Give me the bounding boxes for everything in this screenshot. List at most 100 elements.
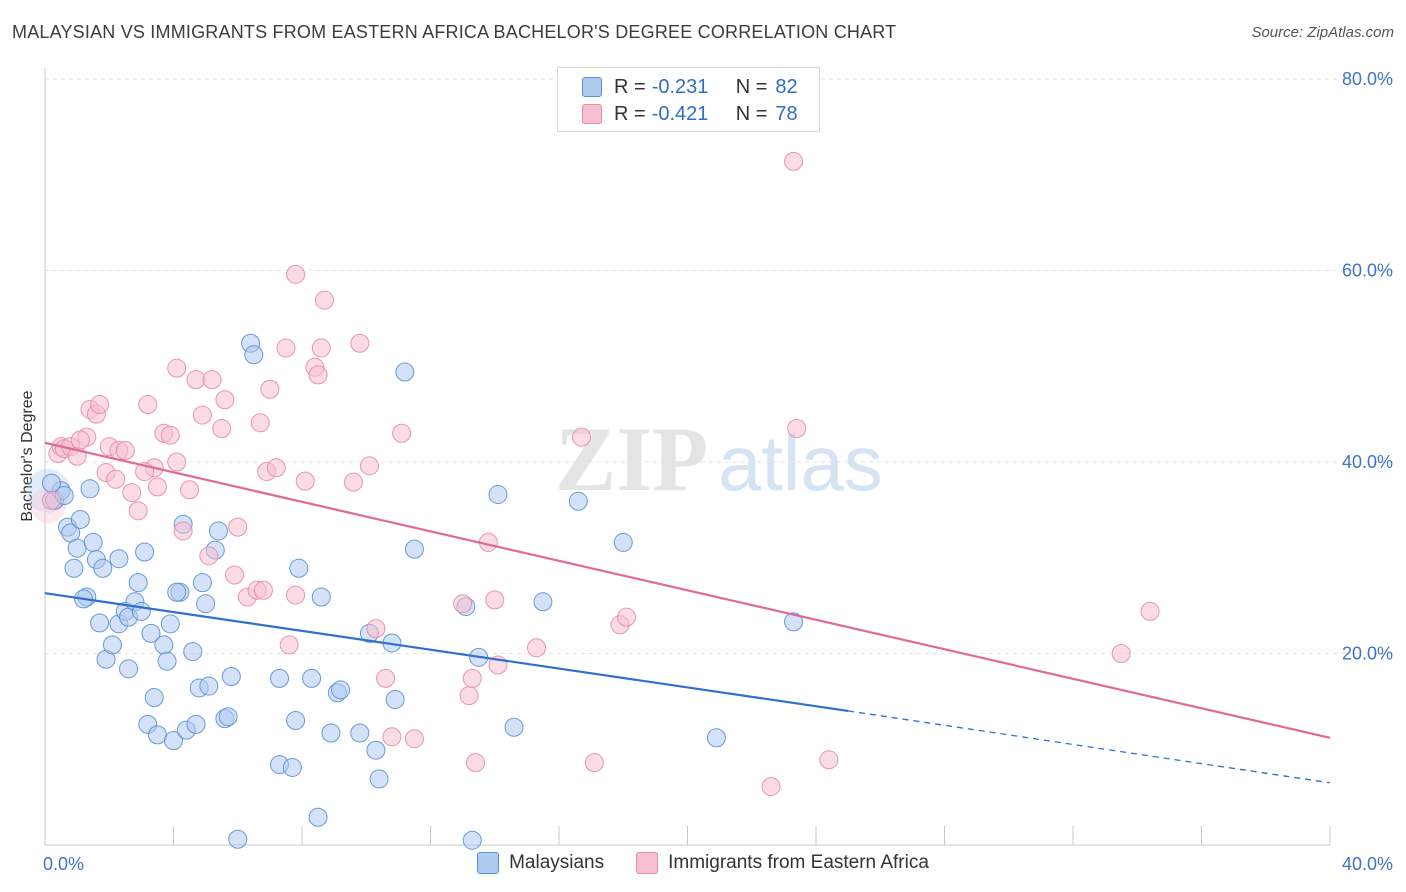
point-eastern-africa: [1140, 601, 1160, 621]
series-name-malaysians: Malaysians: [509, 852, 605, 873]
point-eastern-africa: [253, 580, 273, 600]
point-eastern-africa: [314, 290, 334, 310]
point-eastern-africa: [160, 425, 180, 445]
point-malaysians: [160, 614, 180, 634]
point-eastern-africa: [122, 483, 142, 503]
trend-line-malaysians: [44, 592, 849, 713]
point-eastern-africa: [276, 338, 296, 358]
point-eastern-africa: [571, 427, 591, 447]
point-eastern-africa: [228, 517, 248, 537]
point-eastern-africa: [343, 472, 363, 492]
legend-row-malaysians: R = -0.231 N = 82: [582, 74, 798, 100]
point-eastern-africa: [173, 521, 193, 541]
point-eastern-africa: [180, 480, 200, 500]
trend-line-eastern-africa: [44, 441, 1331, 739]
point-eastern-africa: [376, 668, 396, 688]
point-malaysians: [331, 680, 351, 700]
legend-swatch-malaysians: [582, 77, 602, 97]
point-malaysians: [186, 714, 206, 734]
legend-r-value: -0.231: [651, 75, 709, 98]
point-eastern-africa: [41, 490, 61, 510]
point-malaysians: [144, 688, 164, 708]
point-eastern-africa: [462, 668, 482, 688]
point-eastern-africa: [128, 501, 148, 521]
point-eastern-africa: [260, 379, 280, 399]
series-legend-malaysians[interactable]: Malaysians: [477, 852, 604, 874]
point-malaysians: [93, 558, 113, 578]
point-malaysians: [385, 689, 405, 709]
series-legend-eastern-africa[interactable]: Immigrants from Eastern Africa: [636, 852, 929, 874]
point-eastern-africa: [186, 370, 206, 390]
point-eastern-africa: [784, 151, 804, 171]
point-eastern-africa: [192, 405, 212, 425]
point-eastern-africa: [215, 390, 235, 410]
series-swatch-malaysians: [477, 852, 500, 874]
point-malaysians: [167, 582, 187, 602]
point-eastern-africa: [202, 370, 222, 390]
series-name-eastern-africa: Immigrants from Eastern Africa: [668, 852, 929, 873]
legend-n-value: 82: [775, 75, 798, 98]
source-label: Source: ZipAtlas.com: [1251, 24, 1394, 41]
point-malaysians: [83, 532, 103, 552]
point-malaysians: [568, 491, 588, 511]
point-malaysians: [302, 668, 322, 688]
series-legend: Malaysians Immigrants from Eastern Afric…: [0, 852, 1406, 874]
point-malaysians: [64, 558, 84, 578]
point-malaysians: [366, 740, 386, 760]
point-malaysians: [369, 769, 389, 789]
chart-title: MALAYSIAN VS IMMIGRANTS FROM EASTERN AFR…: [12, 22, 897, 42]
point-eastern-africa: [453, 594, 473, 614]
point-eastern-africa: [70, 430, 90, 450]
point-malaysians: [41, 473, 61, 493]
point-eastern-africa: [382, 727, 402, 747]
point-malaysians: [350, 723, 370, 743]
point-eastern-africa: [138, 395, 158, 415]
point-eastern-africa: [295, 471, 315, 491]
point-malaysians: [706, 728, 726, 748]
y-tick-label: 80.0%: [1342, 69, 1393, 89]
legend-n-label: N =: [735, 102, 768, 125]
point-malaysians: [196, 594, 216, 614]
point-malaysians: [70, 509, 90, 529]
point-eastern-africa: [147, 477, 167, 497]
point-malaysians: [154, 635, 174, 655]
point-eastern-africa: [167, 452, 187, 472]
point-malaysians: [67, 538, 87, 558]
point-eastern-africa: [819, 750, 839, 770]
point-malaysians: [395, 362, 415, 382]
point-malaysians: [404, 539, 424, 559]
point-malaysians: [102, 635, 122, 655]
point-malaysians: [308, 807, 328, 827]
point-eastern-africa: [167, 358, 187, 378]
point-malaysians: [164, 731, 183, 751]
point-malaysians: [321, 723, 341, 743]
point-eastern-africa: [404, 729, 424, 749]
point-malaysians: [90, 613, 110, 633]
point-eastern-africa: [212, 418, 232, 438]
point-malaysians: [462, 830, 482, 850]
point-malaysians: [488, 485, 508, 505]
point-eastern-africa: [1111, 644, 1131, 663]
legend-n-value: 78: [775, 102, 798, 125]
point-malaysians: [135, 542, 155, 562]
point-eastern-africa: [459, 686, 479, 706]
point-eastern-africa: [392, 423, 412, 443]
point-eastern-africa: [350, 333, 370, 353]
point-malaysians: [784, 612, 804, 632]
point-eastern-africa: [787, 418, 807, 438]
point-malaysians: [128, 573, 148, 593]
legend-row-eastern-africa: R = -0.421 N = 78: [582, 101, 798, 127]
point-malaysians: [131, 601, 151, 621]
point-eastern-africa: [286, 264, 306, 284]
point-eastern-africa: [616, 607, 636, 627]
legend-r-label: R =: [614, 75, 646, 98]
point-eastern-africa: [761, 777, 781, 797]
point-malaysians: [183, 642, 203, 662]
point-eastern-africa: [359, 456, 379, 476]
x-tick-label: 40.0%: [1342, 854, 1393, 874]
point-eastern-africa: [90, 395, 110, 415]
point-malaysians: [109, 549, 129, 569]
y-tick-label: 60.0%: [1342, 261, 1393, 281]
point-malaysians: [533, 592, 553, 612]
